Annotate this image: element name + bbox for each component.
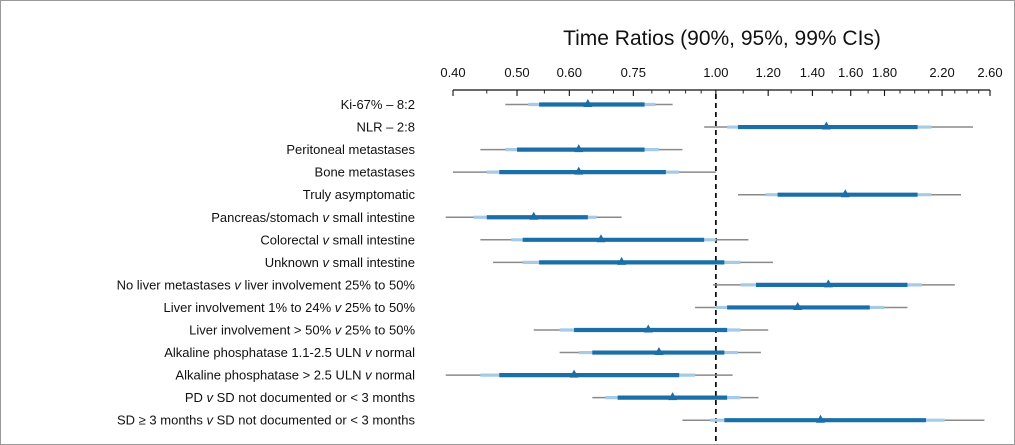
forest-row: Bone metastases <box>315 165 716 180</box>
row-label: Pancreas/stomach v small intestine <box>211 210 415 225</box>
row-label: Truly asymptomatic <box>303 187 416 202</box>
x-tick-label: 1.20 <box>756 65 781 80</box>
row-label: Ki-67% – 8:2 <box>341 97 415 112</box>
x-tick-label: 0.60 <box>557 65 582 80</box>
point-estimate <box>583 99 593 107</box>
forest-row: Alkaline phosphatase 1.1-2.5 ULN v norma… <box>164 345 761 360</box>
point-estimate <box>574 144 584 153</box>
row-label: Colorectal v small intestine <box>260 232 415 247</box>
point-estimate <box>793 301 803 310</box>
point-estimate <box>815 414 825 423</box>
point-estimate <box>821 121 831 130</box>
point-estimate <box>569 369 579 378</box>
point-estimate <box>574 166 584 175</box>
row-label: Unknown v small intestine <box>265 255 415 270</box>
forest-row: Truly asymptomatic <box>303 187 961 202</box>
forest-rows: Ki-67% – 8:2 NLR – 2:8 Peritoneal metastas… <box>117 97 985 428</box>
row-label: Peritoneal metastases <box>286 142 415 157</box>
forest-row: Unknown v small intestine <box>265 255 773 270</box>
row-label: NLR – 2:8 <box>356 120 415 135</box>
forest-row: Liver involvement > 50% v 25% to 50% <box>189 323 769 338</box>
x-tick-label: 0.50 <box>504 65 529 80</box>
forest-row: PD v SD not documented or < 3 months <box>185 390 759 405</box>
x-tick-label: 1.80 <box>872 65 897 80</box>
row-label: Liver involvement > 50% v 25% to 50% <box>189 323 415 338</box>
forest-row: Colorectal v small intestine <box>260 232 749 247</box>
x-tick-label: 1.00 <box>703 65 728 80</box>
row-label: Alkaline phosphatase > 2.5 ULN v normal <box>175 368 415 383</box>
row-label: PD v SD not documented or < 3 months <box>185 390 416 405</box>
x-tick-label: 0.75 <box>621 65 646 80</box>
point-estimate <box>617 256 627 265</box>
point-estimate <box>654 347 664 356</box>
forest-row: Alkaline phosphatase > 2.5 ULN v normal <box>175 368 733 383</box>
forest-row: Pancreas/stomach v small intestine <box>211 210 622 225</box>
forest-row: Ki-67% – 8:2 <box>341 97 673 112</box>
row-label: Liver involvement 1% to 24% v 25% to 50% <box>164 300 416 315</box>
row-label: Bone metastases <box>315 165 416 180</box>
chart-title: Time Ratios (90%, 95%, 99% CIs) <box>563 27 881 50</box>
forest-row: No liver metastases v liver involvement … <box>117 277 955 292</box>
point-estimate <box>643 324 653 333</box>
x-tick-label: 0.40 <box>440 65 465 80</box>
point-estimate <box>840 189 850 198</box>
point-estimate <box>668 392 678 401</box>
row-label: SD ≥ 3 months v SD not documented or < 3… <box>117 413 415 428</box>
row-label: No liver metastases v liver involvement … <box>117 277 416 292</box>
x-tick-label: 2.60 <box>977 65 1002 80</box>
x-tick-label: 1.60 <box>838 65 863 80</box>
point-estimate <box>596 234 606 243</box>
x-axis: 0.40 0.50 0.60 0.75 1.00 1.20 1.40 1.60 1.80 2.20… <box>440 65 1003 441</box>
forest-row: Liver involvement 1% to 24% v 25% to 50% <box>164 300 908 315</box>
point-estimate <box>823 279 833 288</box>
point-estimate <box>529 211 539 220</box>
x-tick-label: 1.40 <box>800 65 825 80</box>
x-tick-label: 2.20 <box>929 65 954 80</box>
row-label: Alkaline phosphatase 1.1-2.5 ULN v norma… <box>164 345 415 360</box>
forest-row: Peritoneal metastases <box>286 142 683 157</box>
forest-row: NLR – 2:8 <box>356 120 973 135</box>
forest-row: SD ≥ 3 months v SD not documented or < 3… <box>117 413 985 428</box>
